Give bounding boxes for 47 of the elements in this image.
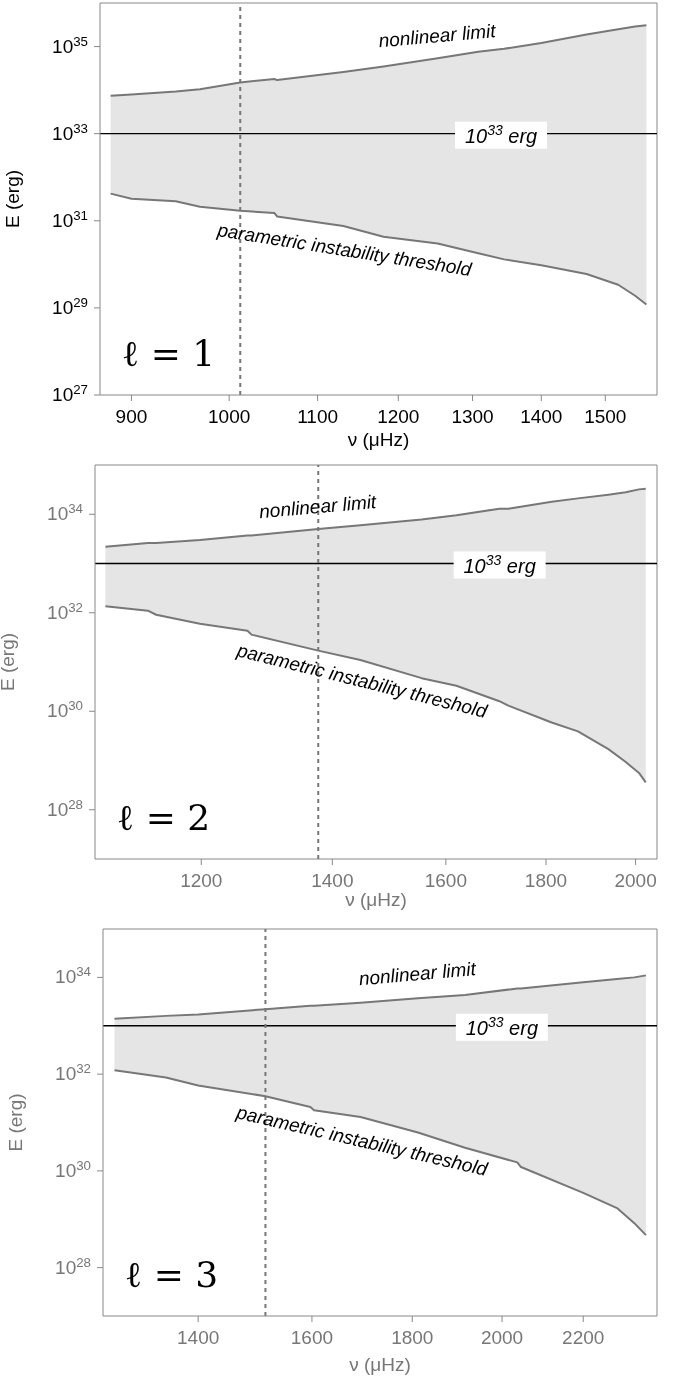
y-axis-title: E (erg) [4, 1093, 26, 1152]
ref-line-label: 10$^{33}$ erg [463, 551, 536, 577]
y-tick-label: 10$^{28}$ [47, 796, 83, 820]
x-tick-label: 2000 [480, 1327, 524, 1348]
x-axis-title: ν (μHz) [347, 429, 410, 450]
y-tick-label: 10$^{32}$ [47, 599, 83, 623]
ref-line-label: 10$^{33}$ erg [465, 1013, 539, 1039]
series-label: nonlinear limit [258, 490, 378, 523]
x-tick-label: 1800 [391, 1327, 434, 1348]
y-tick-label: 10$^{33}$ [52, 120, 88, 144]
y-tick-label: 10$^{35}$ [52, 33, 88, 57]
annotation: ℓ = 1 [122, 333, 216, 375]
x-tick-label: 1000 [208, 406, 251, 427]
y-axis-title: E (erg) [0, 632, 18, 692]
y-tick-label: 10$^{31}$ [52, 207, 88, 231]
y-tick-label: 10$^{32}$ [55, 1060, 91, 1085]
y-tick-label: 10$^{30}$ [55, 1157, 91, 1181]
x-tick-label: 1300 [451, 406, 494, 427]
y-axis-title: E (erg) [1, 169, 23, 229]
x-tick-label: 1100 [297, 406, 339, 427]
x-tick-label: 1600 [290, 1327, 334, 1348]
y-tick-label: 10$^{34}$ [47, 500, 83, 525]
x-tick-label: 1200 [377, 406, 420, 427]
x-axis-title: ν (μHz) [349, 1354, 411, 1375]
y-tick-label: 10$^{29}$ [52, 294, 88, 318]
x-tick-label: 900 [115, 406, 148, 427]
annotation: ℓ = 3 [125, 1254, 219, 1296]
annotation: ℓ = 2 [117, 797, 211, 839]
x-tick-label: 2000 [614, 870, 657, 891]
x-tick-label: 1600 [424, 870, 468, 891]
series-label: nonlinear limit [377, 20, 498, 52]
ref-line-label: 10$^{33}$ erg [464, 121, 538, 147]
x-tick-label: 1400 [311, 870, 354, 891]
y-tick-label: 10$^{27}$ [52, 381, 88, 405]
x-tick-label: 1400 [177, 1327, 220, 1348]
x-tick-label: 1800 [524, 870, 568, 891]
x-tick-label: 1500 [584, 406, 627, 427]
y-tick-label: 10$^{30}$ [47, 697, 83, 722]
text: parametric instability threshold [233, 1101, 491, 1181]
x-axis-title: ν (μHz) [345, 889, 407, 910]
x-tick-label: 1400 [520, 406, 563, 427]
y-tick-label: 10$^{28}$ [55, 1254, 91, 1278]
x-tick-label: 2200 [562, 1327, 605, 1348]
x-tick-label: 1200 [180, 870, 223, 891]
y-tick-label: 10$^{34}$ [55, 963, 91, 988]
text: parametric instability threshold [215, 218, 475, 281]
series-label: nonlinear limit [358, 958, 478, 990]
